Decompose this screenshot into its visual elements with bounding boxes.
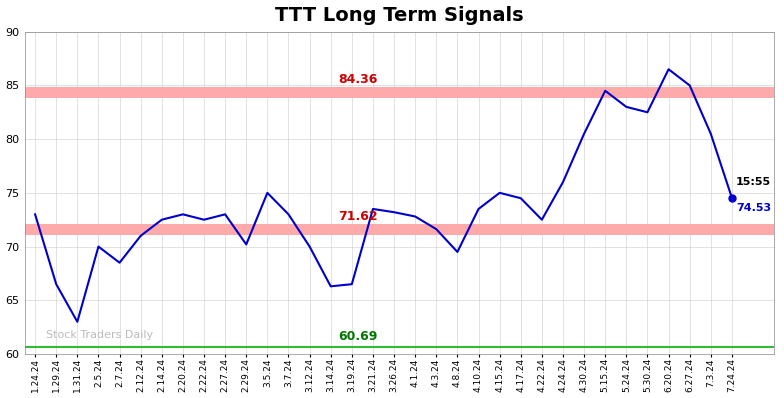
Text: 84.36: 84.36 (339, 73, 378, 86)
Text: 71.62: 71.62 (339, 210, 378, 223)
Text: 74.53: 74.53 (736, 203, 771, 213)
Bar (24, 87, 774, 98)
Bar (24, 224, 774, 234)
Text: 60.69: 60.69 (339, 330, 378, 343)
Text: 15:55: 15:55 (736, 177, 771, 187)
Title: TTT Long Term Signals: TTT Long Term Signals (275, 6, 524, 25)
Text: Stock Traders Daily: Stock Traders Daily (45, 330, 153, 340)
